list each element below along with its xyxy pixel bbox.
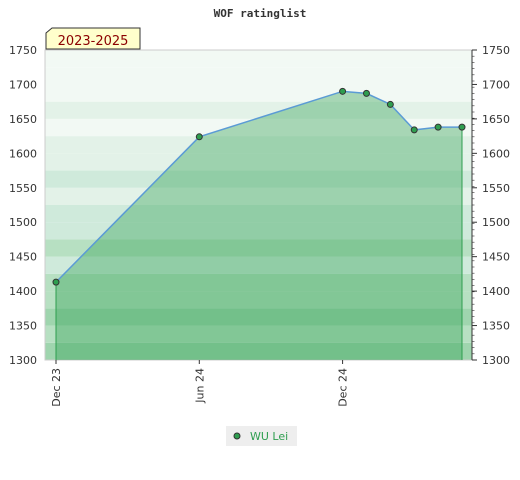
y-tick-label-right: 1300	[482, 354, 510, 367]
y-tick-label-right: 1500	[482, 216, 510, 229]
background-bands	[44, 49, 473, 361]
y-tick-label-right: 1350	[482, 320, 510, 333]
background-band	[45, 67, 472, 85]
background-band	[45, 205, 472, 223]
x-tick-label: Dec 24	[337, 368, 350, 407]
series-line	[55, 90, 462, 283]
background-band	[45, 170, 472, 188]
y-tick-label-left: 1700	[9, 78, 37, 91]
data-points	[52, 87, 466, 286]
background-band	[45, 84, 472, 102]
y-tick-label-right: 1450	[482, 251, 510, 264]
background-band	[45, 256, 472, 274]
data-point	[195, 133, 203, 141]
y-tick-label-right: 1700	[482, 78, 510, 91]
y-tick-label-right: 1750	[482, 44, 510, 57]
background-band	[45, 325, 472, 343]
legend[interactable]: WU Lei	[226, 426, 297, 446]
y-tick-label-right: 1550	[482, 182, 510, 195]
background-band	[45, 239, 472, 257]
background-band	[45, 291, 472, 309]
data-point	[386, 100, 394, 108]
chart-title: WOF ratinglist	[214, 7, 307, 20]
data-point	[434, 123, 442, 131]
y-tick-label-right: 1650	[482, 113, 510, 126]
data-point	[52, 278, 60, 286]
y-tick-label-right: 1400	[482, 285, 510, 298]
background-band	[45, 50, 472, 68]
legend-box	[226, 426, 297, 446]
background-band	[45, 222, 472, 240]
series-area-layer	[55, 90, 463, 360]
background-band	[45, 153, 472, 171]
y-tick-label-left: 1600	[9, 147, 37, 160]
legend-label: WU Lei	[250, 430, 288, 443]
background-band	[45, 308, 472, 326]
background-band	[45, 101, 472, 119]
data-point	[362, 89, 370, 97]
x-tick-label: Dec 23	[50, 368, 63, 407]
period-label: 2023-2025	[58, 34, 129, 49]
x-tick-label: Jun 24	[193, 368, 206, 404]
y-tick-label-left: 1650	[9, 113, 37, 126]
y-axis-right: 1300 1350 1400 1450 1500 1550 1600 1650 1700 1750	[471, 44, 510, 367]
y-tick-label-left: 1300	[9, 354, 37, 367]
y-tick-label-right: 1600	[482, 147, 510, 160]
y-tick-label-left: 1550	[9, 182, 37, 195]
background-band	[45, 118, 472, 137]
x-axis: Dec 23 Jun 24 Dec 24	[50, 360, 350, 407]
background-band	[45, 273, 472, 292]
data-point	[458, 123, 466, 131]
data-point	[339, 87, 347, 95]
background-band	[45, 187, 472, 205]
y-tick-label-left: 1350	[9, 320, 37, 333]
background-band	[45, 342, 472, 360]
background-band	[45, 136, 472, 154]
y-axis-left: 1300 1350 1400 1450 1500 1550 1600 1650 1700 1750	[9, 44, 37, 367]
y-tick-label-left: 1450	[9, 251, 37, 264]
y-tick-label-left: 1750	[9, 44, 37, 57]
y-tick-label-left: 1400	[9, 285, 37, 298]
legend-marker	[233, 432, 241, 440]
y-tick-label-left: 1500	[9, 216, 37, 229]
series-area	[56, 91, 462, 360]
data-point	[410, 126, 418, 134]
period-badge: 2023-2025	[45, 27, 141, 50]
